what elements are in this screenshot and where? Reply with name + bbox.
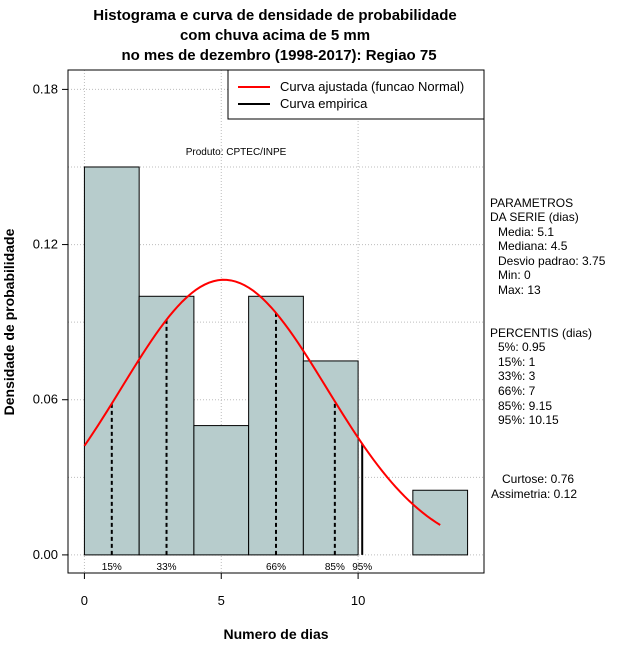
percentile-label: 15% <box>102 562 122 573</box>
percentis-header: PERCENTIS (dias) <box>490 326 592 340</box>
percentile-label: 95% <box>352 562 372 573</box>
x-axis: 0 5 10 <box>81 572 365 608</box>
y-tick-label: 0.12 <box>33 237 58 252</box>
y-tick-label: 0.00 <box>33 547 58 562</box>
percentil-95: 95%: 10.15 <box>498 413 559 427</box>
percentil-15: 15%: 1 <box>498 355 536 369</box>
percentil-66: 66%: 7 <box>498 384 536 398</box>
percentil-85: 85%: 9.15 <box>498 399 552 413</box>
histogram-bars <box>83 166 469 556</box>
param-median: Mediana: 4.5 <box>498 239 568 253</box>
legend-box <box>227 69 485 120</box>
x-tick-label: 5 <box>218 593 225 608</box>
histogram-bar <box>302 360 359 556</box>
params-header-1: PARAMETROS <box>490 196 573 210</box>
legend-label-fitted: Curva ajustada (funcao Normal) <box>280 79 464 94</box>
fitted-curve-layer <box>83 278 441 526</box>
percentile-label: 33% <box>157 562 177 573</box>
stat-skewness: Assimetria: 0.12 <box>491 487 577 501</box>
percentile-label: 85% <box>325 562 345 573</box>
y-tick-label: 0.18 <box>33 81 58 96</box>
percentiles-panel: PERCENTIS (dias) 5%: 0.95 15%: 1 33%: 3 … <box>490 326 592 427</box>
shape-stats-panel: Curtose: 0.76 Assimetria: 0.12 <box>491 472 577 501</box>
fitted-normal-curve <box>83 278 441 526</box>
param-mean: Media: 5.1 <box>498 225 554 239</box>
x-tick-label: 0 <box>81 593 88 608</box>
stat-kurtosis: Curtose: 0.76 <box>502 472 574 486</box>
chart-title-line-2: com chuva acima de 5 mm <box>180 27 370 44</box>
legend-label-empirical: Curva empirica <box>280 96 368 111</box>
percentile-lines: 15% 33% 66% 85% 95% <box>102 312 372 573</box>
percentil-33: 33%: 3 <box>498 369 536 383</box>
chart-title-line-3: no mes de dezembro (1998-2017): Regiao 7… <box>121 47 436 64</box>
product-credit: Produto: CPTEC/INPE <box>186 147 287 158</box>
param-sd: Desvio padrao: 3.75 <box>498 254 606 268</box>
y-axis-title: Densidade de probabilidade <box>1 228 17 415</box>
y-tick-label: 0.06 <box>33 392 58 407</box>
x-tick-label: 10 <box>351 593 365 608</box>
percentil-5: 5%: 0.95 <box>498 340 546 354</box>
series-parameters-panel: PARAMETROS DA SERIE (dias) Media: 5.1 Me… <box>490 196 606 297</box>
percentile-label: 66% <box>266 562 286 573</box>
y-axis: 0.00 0.06 0.12 0.18 <box>33 81 69 562</box>
chart-title-line-1: Histograma e curva de densidade de proba… <box>93 7 456 24</box>
params-header-2: DA SERIE (dias) <box>490 210 579 224</box>
param-max: Max: 13 <box>498 283 541 297</box>
legend: Curva ajustada (funcao Normal) Curva emp… <box>227 69 485 120</box>
histogram-bar <box>412 489 469 556</box>
histogram-bar <box>193 425 250 556</box>
x-axis-title: Numero de dias <box>223 626 328 642</box>
param-min: Min: 0 <box>498 268 531 282</box>
